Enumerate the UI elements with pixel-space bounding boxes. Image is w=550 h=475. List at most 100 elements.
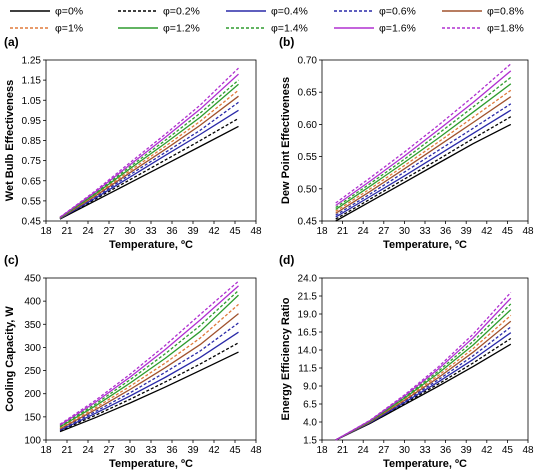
legend-label: φ=0.8% — [487, 6, 524, 18]
legend-label: φ=0.4% — [271, 6, 308, 18]
panel-label: (d) — [279, 253, 294, 267]
y-tick-label: 0.70 — [298, 56, 318, 67]
series-line — [335, 83, 512, 210]
panel-label: (c) — [4, 253, 19, 267]
y-tick-label: 450 — [24, 274, 41, 285]
legend-label: φ=1.4% — [271, 23, 308, 35]
chart-panels: (a) 18 21 24 27 30 33 36 39 42 45 48 0.45 0.55 0.65 0.7… — [4, 35, 534, 470]
y-tick-label: 24.0 — [298, 274, 318, 285]
legend-label: φ=0.2% — [163, 6, 200, 18]
plot-frame — [45, 59, 257, 222]
y-tick-label: 1.05 — [22, 96, 42, 107]
x-tick-label: 18 — [316, 445, 328, 456]
series-line — [59, 313, 239, 430]
chart-panel: (d) 18 21 24 27 30 33 36 39 42 45 48 1.5 4.0 6.5 9.0 11.… — [279, 253, 534, 470]
legend-item: φ=1.4% — [226, 23, 308, 35]
y-tick-label: 0.45 — [298, 217, 318, 228]
y-tick-label: 200 — [24, 389, 41, 400]
legend-item: φ=1.2% — [118, 23, 200, 35]
x-tick-label: 42 — [208, 226, 220, 237]
series-line — [59, 79, 239, 219]
series-line — [59, 109, 239, 220]
x-tick-label: 27 — [378, 445, 390, 456]
series-line — [335, 63, 512, 204]
x-tick-label: 27 — [103, 445, 115, 456]
x-tick-label: 48 — [250, 445, 262, 456]
series-line — [59, 290, 239, 427]
x-tick-label: 39 — [187, 445, 199, 456]
plot-frame — [321, 277, 529, 441]
x-tick-label: 42 — [481, 445, 493, 456]
series-line — [335, 76, 512, 209]
y-tick-label: 11.5 — [298, 364, 317, 375]
x-tick-label: 27 — [103, 226, 115, 237]
x-tick-label: 24 — [82, 226, 94, 237]
y-tick-label: 0.55 — [298, 152, 318, 163]
x-tick-label: 39 — [461, 445, 473, 456]
x-tick-label: 48 — [250, 226, 262, 237]
x-tick-label: 42 — [481, 226, 493, 237]
y-tick-label: 0.75 — [22, 156, 42, 167]
chart-panel: (b) 18 21 24 27 30 33 36 39 42 45 48 0.45 0.50 0.55 0.6… — [279, 35, 534, 251]
chart-panel: (a) 18 21 24 27 30 33 36 39 42 45 48 0.45 0.55 0.65 0.7… — [4, 35, 262, 251]
y-tick-label: 1.5 — [303, 436, 317, 447]
x-axis-label: Temperature, ºC — [109, 458, 193, 470]
x-tick-label: 36 — [166, 226, 178, 237]
legend-item: φ=0.4% — [226, 6, 308, 18]
y-tick-label: 0.55 — [22, 196, 42, 207]
series-line — [59, 351, 239, 433]
x-tick-label: 18 — [40, 445, 52, 456]
y-tick-label: 0.65 — [22, 176, 42, 187]
series-line — [335, 103, 512, 216]
series-line — [59, 303, 239, 429]
x-tick-label: 21 — [337, 226, 349, 237]
series-line — [59, 83, 239, 219]
x-tick-label: 45 — [229, 226, 241, 237]
series-line — [59, 280, 239, 425]
series-line — [59, 322, 239, 430]
x-tick-label: 30 — [124, 445, 136, 456]
legend-label: φ=1.6% — [379, 23, 416, 35]
legend-item: φ=0.6% — [334, 6, 416, 18]
y-axis-label: Cooling Capacity, W — [4, 306, 16, 412]
series-line — [59, 73, 239, 218]
y-tick-label: 150 — [24, 412, 41, 423]
y-tick-label: 1.25 — [22, 56, 42, 67]
chart-panel: (c) 18 21 24 27 30 33 36 39 42 45 48 100 150 200 250 300… — [4, 253, 262, 470]
x-tick-label: 36 — [440, 226, 452, 237]
x-tick-label: 39 — [461, 226, 473, 237]
y-tick-label: 16.5 — [298, 328, 318, 339]
y-tick-label: 400 — [24, 297, 41, 308]
y-tick-label: 6.5 — [303, 400, 317, 411]
legend-item: φ=0% — [10, 6, 83, 18]
legend: φ=0% φ=0.2% φ=0.4% φ=0.6% φ=0.8% φ=1% φ=1.2% φ=… — [10, 6, 524, 35]
y-tick-label: 0.45 — [22, 217, 42, 228]
series-line — [335, 96, 512, 214]
x-tick-label: 24 — [358, 226, 370, 237]
series-line — [59, 342, 239, 432]
x-tick-label: 30 — [399, 226, 411, 237]
x-tick-label: 21 — [61, 226, 73, 237]
x-tick-label: 42 — [208, 445, 220, 456]
series-line — [59, 285, 239, 426]
x-tick-label: 33 — [419, 445, 431, 456]
x-tick-label: 45 — [502, 445, 514, 456]
x-tick-label: 33 — [419, 226, 431, 237]
legend-item: φ=1.6% — [334, 23, 416, 35]
x-axis-label: Temperature, ºC — [383, 239, 467, 251]
series-line — [59, 331, 239, 431]
series-line — [335, 89, 512, 212]
x-tick-label: 21 — [337, 445, 349, 456]
y-tick-label: 300 — [24, 343, 41, 354]
y-tick-label: 14.0 — [298, 346, 318, 357]
x-tick-label: 48 — [522, 445, 534, 456]
y-axis-label: Energy Efficiency Ratio — [280, 297, 292, 420]
legend-item: φ=1.8% — [442, 23, 524, 35]
panel-label: (b) — [279, 35, 294, 49]
x-tick-label: 30 — [399, 445, 411, 456]
series-line — [335, 326, 512, 441]
x-tick-label: 21 — [61, 445, 73, 456]
x-axis-label: Temperature, ºC — [109, 239, 193, 251]
x-tick-label: 18 — [316, 226, 328, 237]
